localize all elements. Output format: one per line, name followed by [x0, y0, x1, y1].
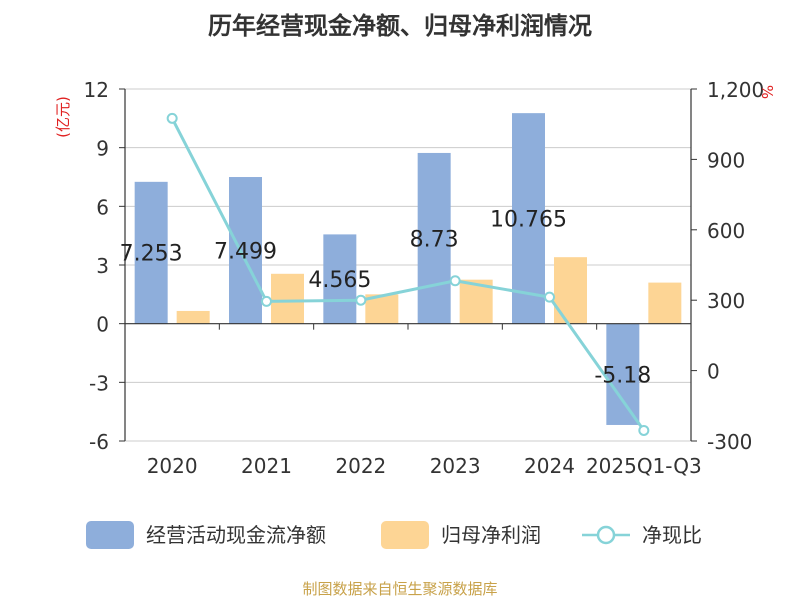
- ratio-marker: [355, 294, 367, 306]
- category-label: 2025Q1-Q3: [586, 454, 702, 478]
- left-tick-label: 3: [96, 254, 109, 278]
- ratio-marker: [638, 424, 650, 436]
- chart-title: 历年经营现金净额、归母净利润情况: [208, 12, 592, 40]
- bar-profit: [554, 257, 587, 324]
- data-label-cashflow: 8.73: [410, 227, 459, 252]
- grid-lines: [125, 88, 691, 442]
- bars: [134, 113, 682, 425]
- legend-swatch-cashflow: [86, 521, 134, 549]
- legend-label-profit: 归母净利润: [441, 523, 541, 547]
- right-tick-label: 600: [707, 219, 745, 243]
- data-label-cashflow: -5.18: [594, 363, 651, 388]
- right-tick-label: 0: [707, 360, 720, 384]
- left-tick-label: -6: [89, 430, 109, 454]
- legend-swatch-profit: [381, 521, 429, 549]
- ratio-marker: [261, 295, 272, 307]
- category-label: 2022: [335, 454, 386, 478]
- bar-profit: [648, 282, 682, 324]
- legend-label-cashflow: 经营活动现金流净额: [146, 523, 326, 547]
- ratio-marker: [449, 275, 461, 287]
- left-tick-label: -3: [89, 371, 109, 395]
- left-axis-unit: (亿元): [54, 96, 72, 138]
- bar-cashflow: [606, 323, 640, 425]
- bar-cashflow: [323, 234, 357, 324]
- left-tick-label: 6: [96, 195, 109, 219]
- bar-cashflow: [229, 177, 262, 324]
- left-tick-label: 9: [96, 137, 109, 161]
- bar-profit: [271, 273, 304, 324]
- ratio-line-path: [170, 117, 646, 432]
- right-tick-label: 900: [707, 148, 745, 172]
- right-tick-label: 300: [707, 289, 745, 313]
- source-note: 制图数据来自恒生聚源数据库: [302, 580, 497, 598]
- bar-cashflow: [417, 152, 451, 324]
- category-label: 2021: [241, 454, 292, 478]
- data-label-cashflow: 10.765: [490, 207, 567, 232]
- data-label-cashflow: 7.253: [120, 242, 183, 267]
- ratio-line: [166, 112, 650, 436]
- bar-profit: [176, 310, 210, 324]
- ratio-marker: [166, 112, 178, 124]
- data-label-cashflow: 4.565: [308, 268, 371, 293]
- legend: 经营活动现金流净额 归母净利润 净现比: [86, 521, 702, 549]
- legend-marker-ratio: [596, 525, 616, 545]
- right-tick-label: -300: [707, 430, 752, 454]
- legend-label-ratio: 净现比: [642, 523, 702, 547]
- data-label-cashflow: 7.499: [214, 239, 277, 264]
- ratio-marker: [544, 291, 555, 303]
- left-tick-label: 12: [84, 78, 109, 102]
- right-axis-unit: %: [758, 85, 776, 99]
- axes: -6 -3 0 3 6 9 12 -300 0 300 600 900 1,200 2020 2021 202…: [84, 78, 765, 478]
- category-label: 2024: [524, 454, 575, 478]
- data-labels: 7.253 7.499 4.565 8.73 10.765 -5.18: [120, 207, 652, 388]
- category-label: 2023: [430, 454, 481, 478]
- right-tick-label: 1,200: [707, 78, 764, 102]
- left-tick-label: 0: [96, 313, 109, 337]
- bar-cashflow: [134, 181, 168, 324]
- bar-cashflow: [512, 113, 545, 324]
- category-label: 2020: [147, 454, 198, 478]
